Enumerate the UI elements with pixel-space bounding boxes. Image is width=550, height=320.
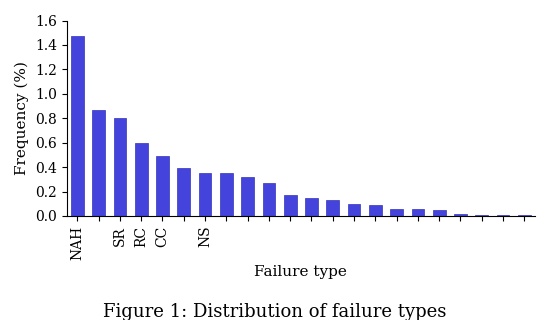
- Bar: [326, 200, 339, 216]
- Bar: [177, 168, 190, 216]
- X-axis label: Failure type: Failure type: [255, 265, 347, 279]
- Bar: [135, 143, 147, 216]
- Bar: [71, 36, 84, 216]
- Bar: [156, 156, 169, 216]
- Bar: [305, 198, 318, 216]
- Bar: [454, 213, 467, 216]
- Bar: [369, 205, 382, 216]
- Bar: [220, 173, 233, 216]
- Bar: [497, 215, 509, 216]
- Bar: [92, 110, 105, 216]
- Bar: [241, 177, 254, 216]
- Bar: [284, 195, 296, 216]
- Bar: [348, 204, 360, 216]
- Bar: [518, 215, 531, 216]
- Bar: [113, 118, 127, 216]
- Bar: [433, 210, 446, 216]
- Bar: [390, 209, 403, 216]
- Y-axis label: Frequency (%): Frequency (%): [15, 61, 29, 175]
- Bar: [411, 209, 424, 216]
- Text: Figure 1: Distribution of failure types: Figure 1: Distribution of failure types: [103, 303, 447, 320]
- Bar: [262, 183, 276, 216]
- Bar: [475, 215, 488, 216]
- Bar: [199, 173, 211, 216]
